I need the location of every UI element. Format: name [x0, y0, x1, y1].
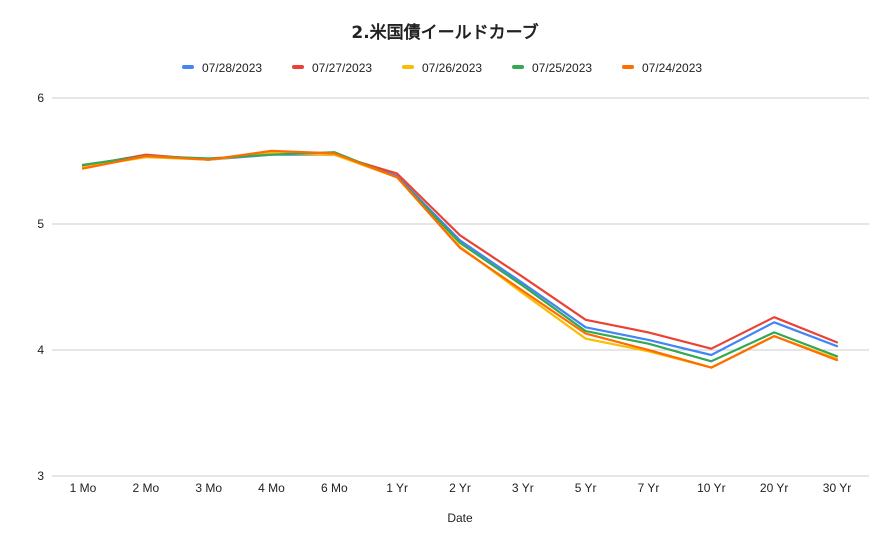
x-tick-label: 5 Yr	[575, 481, 597, 495]
legend-label: 07/26/2023	[422, 61, 482, 75]
y-axis-ticks: 3 4 5 6	[37, 91, 44, 483]
x-tick-label: 1 Mo	[70, 481, 97, 495]
legend-item[interactable]: 07/27/2023	[292, 61, 372, 75]
y-tick-label: 6	[37, 91, 44, 105]
legend-label: 07/27/2023	[312, 61, 372, 75]
y-tick-label: 3	[37, 469, 44, 483]
legend: 07/28/2023 07/27/2023 07/26/2023 07/25/2023…	[182, 61, 702, 75]
chart-title: 2.米国債イールドカーブ	[351, 22, 538, 43]
legend-label: 07/28/2023	[202, 61, 262, 75]
x-tick-label: 2 Yr	[449, 481, 471, 495]
series-line	[81, 152, 839, 369]
legend-item[interactable]: 07/26/2023	[402, 61, 482, 75]
x-tick-label: 2 Mo	[132, 481, 159, 495]
x-tick-label: 6 Mo	[321, 481, 348, 495]
x-axis-ticks: 1 Mo 2 Mo 3 Mo 4 Mo 6 Mo 1 Yr 2 Yr 3 Yr 5 Yr 7 Yr…	[70, 481, 852, 495]
gridlines	[52, 97, 869, 477]
legend-item[interactable]: 07/24/2023	[622, 61, 702, 75]
series-line	[81, 153, 839, 357]
series-line	[81, 151, 839, 363]
x-tick-label: 1 Yr	[386, 481, 408, 495]
y-tick-label: 4	[37, 343, 44, 357]
x-tick-label: 4 Mo	[258, 481, 285, 495]
series-line	[81, 152, 839, 350]
legend-swatch	[292, 65, 304, 69]
legend-item[interactable]: 07/28/2023	[182, 61, 262, 75]
series-lines	[81, 149, 839, 369]
legend-swatch	[402, 65, 414, 69]
x-axis-title: Date	[447, 511, 473, 525]
x-tick-label: 3 Yr	[512, 481, 534, 495]
legend-label: 07/25/2023	[532, 61, 592, 75]
x-tick-label: 3 Mo	[195, 481, 222, 495]
series-line	[81, 149, 839, 369]
x-tick-label: 20 Yr	[760, 481, 788, 495]
legend-swatch	[622, 65, 634, 69]
legend-swatch	[512, 65, 524, 69]
x-tick-label: 30 Yr	[823, 481, 851, 495]
legend-label: 07/24/2023	[642, 61, 702, 75]
x-tick-label: 7 Yr	[638, 481, 660, 495]
legend-swatch	[182, 65, 194, 69]
x-tick-label: 10 Yr	[697, 481, 725, 495]
legend-item[interactable]: 07/25/2023	[512, 61, 592, 75]
y-tick-label: 5	[37, 217, 44, 231]
